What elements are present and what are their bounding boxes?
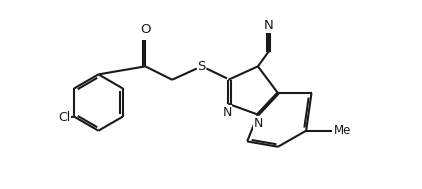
Text: N: N [264,19,273,32]
Text: S: S [197,60,206,73]
Text: O: O [140,23,151,36]
Text: O: O [140,23,151,36]
Text: N: N [264,19,273,32]
Text: Me: Me [334,124,352,137]
Text: N: N [254,117,263,130]
Text: Cl: Cl [58,112,70,124]
Text: Me: Me [334,124,352,137]
Text: Cl: Cl [58,112,70,124]
Text: S: S [197,60,206,73]
Text: N: N [222,106,232,119]
Text: N: N [254,117,263,130]
Text: N: N [222,106,232,119]
